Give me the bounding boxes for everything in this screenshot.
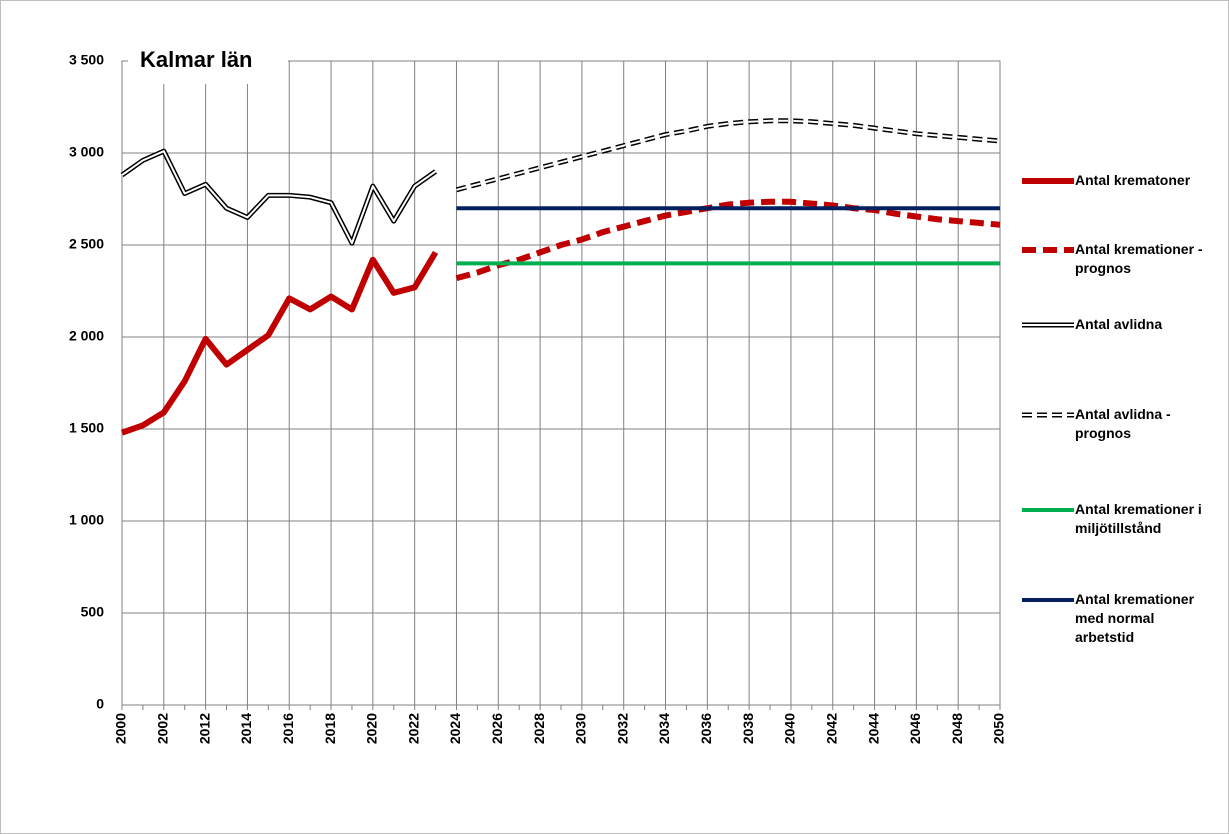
y-tick-label: 2 000 [69, 328, 104, 344]
x-tick-label: 2050 [991, 713, 1007, 744]
title-box [128, 44, 288, 84]
x-tick-label: 2036 [698, 713, 714, 744]
x-tick-label: 2002 [155, 713, 171, 744]
x-tick-label: 2014 [238, 713, 254, 744]
x-tick-label: 2040 [782, 713, 798, 744]
x-tick-label: 2012 [196, 713, 212, 744]
x-tick-label: 2042 [823, 713, 839, 744]
series-line [121, 250, 439, 436]
legend-label: Antal kremationer med normal arbetstid [1075, 591, 1195, 645]
y-tick-label: 3 500 [69, 52, 104, 68]
x-tick-label: 2038 [740, 713, 756, 744]
y-tick-label: 500 [81, 604, 105, 620]
y-tick-label: 0 [96, 696, 104, 712]
x-tick-label: 2034 [656, 713, 672, 744]
x-tick-label: 2030 [573, 713, 589, 744]
x-tick-label: 2018 [322, 713, 338, 744]
x-tick-label: 2026 [489, 713, 505, 744]
x-tick-label: 2032 [614, 713, 630, 744]
y-tick-label: 2 500 [69, 236, 104, 252]
series-line-inner [456, 119, 1001, 191]
x-tick-label: 2028 [531, 713, 547, 744]
series-line [455, 198, 1001, 282]
x-tick-label: 2048 [949, 713, 965, 744]
legend-label: Antal avlidna - prognos [1075, 406, 1171, 441]
y-tick-label: 1 000 [69, 512, 104, 528]
chart-title: Kalmar län [140, 47, 253, 72]
legend-label: Antal kremationer - prognos [1075, 241, 1203, 276]
x-tick-label: 2016 [280, 713, 296, 744]
x-tick-label: 2046 [907, 713, 923, 744]
x-tick-label: 2024 [447, 713, 463, 744]
x-tick-label: 2044 [865, 713, 881, 744]
legend-label: Antal kremationer i miljötillstånd [1075, 501, 1202, 536]
plot-area [121, 60, 1001, 706]
y-tick-label: 3 000 [69, 144, 104, 160]
y-tick-label: 1 500 [69, 420, 104, 436]
legend-label: Antal avlidna [1075, 316, 1163, 332]
legend-label: Antal krematoner [1075, 172, 1191, 188]
x-tick-label: 2000 [113, 713, 129, 744]
x-tick-label: 2022 [405, 713, 421, 744]
x-tick-label: 2020 [364, 713, 380, 744]
series-line-inner [121, 150, 437, 245]
